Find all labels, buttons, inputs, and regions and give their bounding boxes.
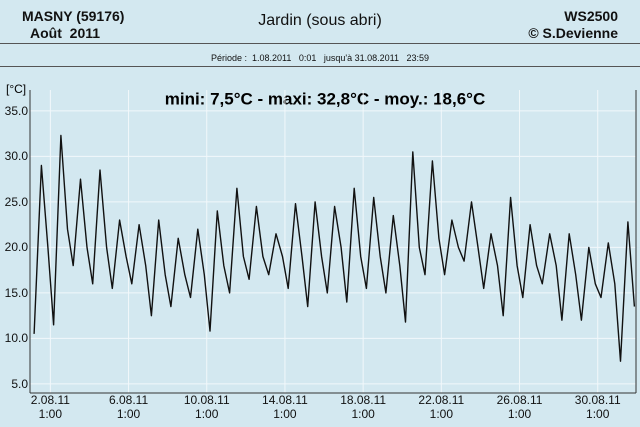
y-tick-label: 35.0 <box>4 103 28 118</box>
y-axis-label: [°C] <box>6 82 26 96</box>
y-tick-label: 30.0 <box>4 149 28 164</box>
y-tick-label: 15.0 <box>4 285 28 300</box>
x-tick-label: 30.08.11 1:00 <box>574 393 621 421</box>
y-tick-label: 5.0 <box>11 376 28 391</box>
x-tick-label: 26.08.11 1:00 <box>496 393 543 421</box>
x-tick-label: 6.08.11 1:00 <box>108 393 149 421</box>
period: Période : 1.08.2011 0:01 jusqu'à 31.08.2… <box>210 53 430 63</box>
author: © S.Devienne <box>528 25 618 41</box>
month: Août 2011 <box>30 25 101 41</box>
x-tick-label: 14.08.11 1:00 <box>262 393 308 421</box>
y-tick-label: 10.0 <box>4 331 28 346</box>
x-tick-label: 22.08.11 1:00 <box>418 393 465 421</box>
device: WS2500 <box>564 8 618 24</box>
location: Jardin (sous abri) <box>258 12 382 29</box>
x-tick-label: 10.08.11 1:00 <box>183 393 230 421</box>
separator <box>0 43 640 44</box>
y-tick-label: 25.0 <box>4 194 28 209</box>
chart-title: mini: 7,5°C - maxi: 32,8°C - moy.: 18,6°… <box>165 89 486 108</box>
x-tick-label: 2.08.11 1:00 <box>30 393 70 421</box>
separator <box>0 66 640 67</box>
y-tick-label: 20.0 <box>4 240 28 255</box>
temperature-line <box>33 134 636 362</box>
x-tick-label: 18.08.11 1:00 <box>340 393 387 421</box>
station: MASNY (59176) <box>22 8 125 24</box>
